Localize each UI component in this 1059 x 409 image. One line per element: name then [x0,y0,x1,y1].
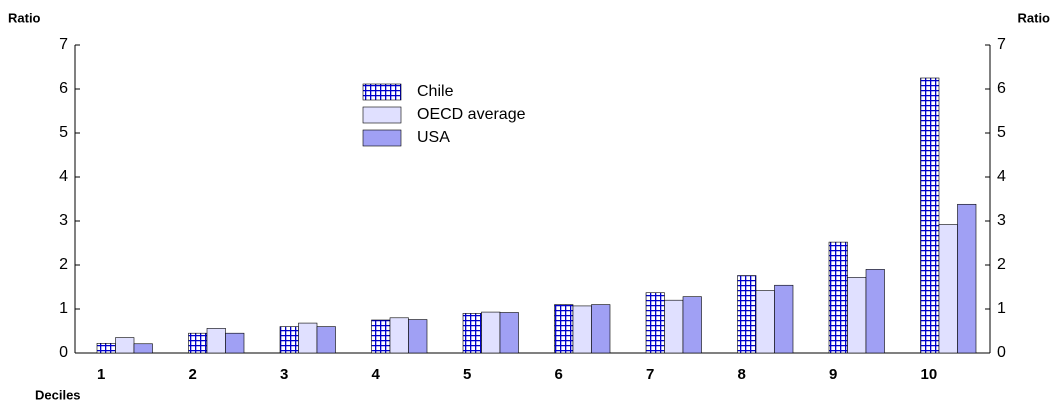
bar [115,337,135,354]
y2-axis-label: Ratio [1018,10,1051,25]
bar [774,284,794,354]
y-tick-label: 4 [59,168,68,185]
legend-label: Chile [417,83,454,100]
bar [206,328,226,354]
x-tick-label: 2 [189,366,197,383]
y2-tick-label: 2 [997,256,1006,273]
bar [554,304,574,354]
x-tick-label: 6 [555,366,563,383]
bar [133,343,153,354]
y2-tick-label: 5 [997,124,1006,141]
bar [298,322,318,354]
bar [408,319,428,354]
bar [737,275,757,354]
y-tick-label: 0 [59,344,68,361]
y2-tick-label: 7 [997,36,1006,53]
y2-tick-label: 6 [997,80,1006,97]
y-tick-label: 6 [59,80,68,97]
x-tick-label: 10 [921,366,938,383]
bar [499,312,519,354]
bar [462,313,482,354]
bar [755,290,775,354]
legend-label: USA [417,129,450,146]
bar [664,299,684,354]
x-tick-label: 8 [738,366,746,383]
x-tick-label: 3 [280,366,288,383]
y-tick-label: 7 [59,36,68,53]
legend-label: OECD average [417,106,526,123]
y2-tick-label: 3 [997,212,1006,229]
bar [920,77,940,354]
bar [591,304,611,354]
y-tick-label: 2 [59,256,68,273]
y2-tick-label: 4 [997,168,1006,185]
x-tick-label: 7 [646,366,654,383]
y2-tick-label: 0 [997,344,1006,361]
x-tick-label: 5 [463,366,471,383]
legend-swatch [362,83,402,101]
x-tick-label: 4 [372,366,381,383]
y2-tick-label: 1 [997,300,1006,317]
bar [847,277,867,354]
bar [481,311,501,354]
bar [188,332,208,354]
bar [389,317,409,354]
bar [279,326,299,354]
legend-swatch [362,129,402,147]
legend-swatch [362,106,402,124]
y-tick-label: 5 [59,124,68,141]
y-tick-label: 1 [59,300,68,317]
y-axis-label: Ratio [8,10,41,25]
bar [96,343,116,354]
x-tick-label: 1 [97,366,105,383]
bar [225,332,245,354]
bar [828,241,848,354]
bar [371,319,391,354]
bar [645,292,665,354]
y-tick-label: 3 [59,212,68,229]
bar [316,326,336,354]
x-tick-label: 9 [829,366,837,383]
bar [865,269,885,354]
x-axis-label: Deciles [35,387,81,402]
bar [682,296,702,354]
bar [957,203,977,354]
bar [938,224,958,354]
bar [572,305,592,354]
